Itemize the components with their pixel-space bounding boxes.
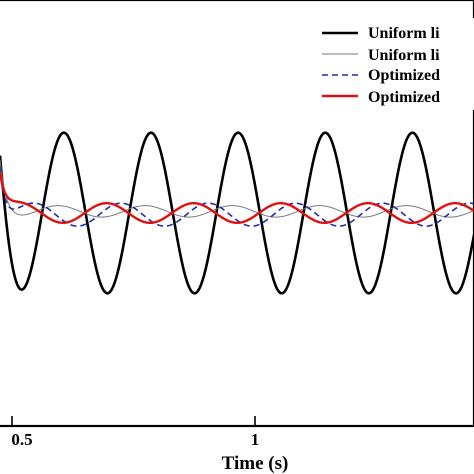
legend-label-1: Uniform li: [368, 47, 440, 64]
legend: Uniform li Uniform li Optimized Optimize…: [318, 18, 474, 110]
series-line-uniform-thin: [0, 159, 474, 218]
legend-label-3: Optimized: [368, 89, 440, 106]
plot-frame: [0, 0, 474, 428]
series-line-uniform-thick: [0, 131, 474, 295]
legend-label-0: Uniform li: [368, 25, 440, 42]
legend-label-2: Optimized: [368, 67, 440, 84]
x-axis-title: Time (s): [222, 453, 289, 474]
series-line-optimized-red: [0, 171, 474, 225]
series-layer: [0, 131, 474, 295]
x-tick-label-1: 1: [251, 430, 260, 449]
x-tick-label-0.5: 0.5: [11, 430, 32, 449]
series-line-optimized-dash: [0, 167, 474, 227]
